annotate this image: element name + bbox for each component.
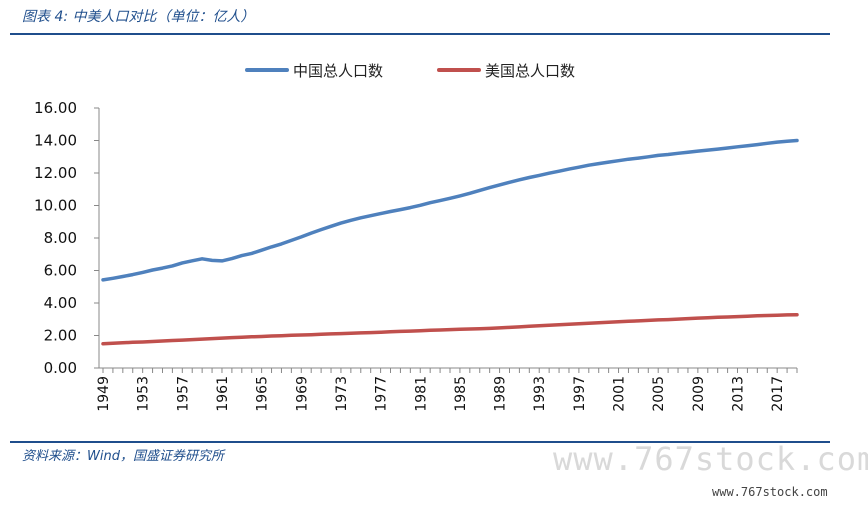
x-tick-label: 1965 xyxy=(255,376,271,412)
x-tick-label: 2009 xyxy=(691,376,707,412)
top-rule xyxy=(10,33,830,35)
x-tick-label: 1977 xyxy=(374,376,390,412)
series-line-1 xyxy=(101,138,799,282)
x-tick-label: 2013 xyxy=(731,376,747,412)
x-tick-label: 1985 xyxy=(453,376,469,412)
x-tick-label: 1997 xyxy=(572,376,588,412)
bottom-rule xyxy=(10,441,830,443)
y-tick-label: 12.00 xyxy=(34,164,77,182)
x-tick-label: 1949 xyxy=(96,376,112,412)
x-tick-label: 1993 xyxy=(532,376,548,412)
x-tick-label: 2017 xyxy=(770,376,786,412)
x-tick-label: 1989 xyxy=(493,376,509,412)
y-tick-label: 0.00 xyxy=(44,359,77,377)
x-tick-label: 1953 xyxy=(136,376,152,412)
x-tick-label: 1981 xyxy=(413,376,429,412)
y-tick-label: 16.00 xyxy=(34,99,77,117)
source-note: 资料来源：Wind，国盛证券研究所 xyxy=(22,449,224,464)
y-tick-label: 4.00 xyxy=(44,294,77,312)
x-tick-label: 1973 xyxy=(334,376,350,412)
y-tick-label: 6.00 xyxy=(44,262,77,280)
y-tick-label: 10.00 xyxy=(34,197,77,215)
x-tick-label: 1961 xyxy=(215,376,231,412)
legend-label-1: 中国总人口数 xyxy=(293,62,383,80)
figure-caption: 图表 4: 中美人口对比（单位：亿人） xyxy=(22,9,255,25)
x-tick-label: 1957 xyxy=(175,376,191,412)
y-tick-label: 2.00 xyxy=(44,327,77,345)
watermark-large: www.767stock.com xyxy=(553,440,868,478)
x-tick-label: 2001 xyxy=(612,376,628,412)
series-line-2 xyxy=(101,312,799,346)
x-tick-label: 2005 xyxy=(651,376,667,412)
legend-label-2: 美国总人口数 xyxy=(485,62,575,80)
watermark-small: www.767stock.com xyxy=(712,485,828,499)
x-tick-label: 1969 xyxy=(294,376,310,412)
line-chart: 0.00 2.00 4.00 6.00 8.00 10.00 12.00 14.00 16.00… xyxy=(34,62,799,412)
y-tick-label: 8.00 xyxy=(44,229,77,247)
y-tick-label: 14.00 xyxy=(34,132,77,150)
